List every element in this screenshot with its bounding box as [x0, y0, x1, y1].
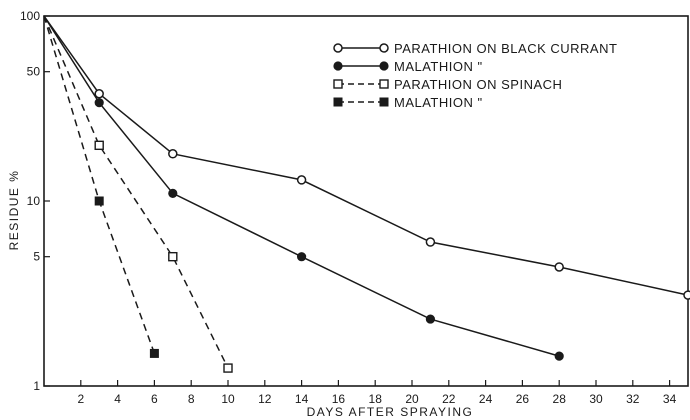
data-point: [425, 237, 436, 247]
x-tick-label: 20: [405, 392, 419, 406]
data-point: [94, 98, 104, 108]
series-line: [43, 15, 560, 357]
data-point: [149, 348, 159, 358]
legend-label: MALATHION ": [394, 95, 483, 110]
x-tick-label: 12: [258, 392, 272, 406]
data-point: [168, 149, 178, 159]
series-line: [43, 15, 229, 369]
legend-marker: [379, 61, 389, 71]
series-line: [43, 15, 156, 354]
data-point: [168, 251, 178, 262]
data-point: [94, 140, 104, 151]
y-tick-label: 5: [33, 250, 40, 264]
x-tick-label: 4: [114, 392, 121, 406]
plot-frame: [43, 15, 689, 387]
legend-marker: [379, 43, 389, 53]
data-point: [425, 314, 435, 324]
legend-marker: [379, 97, 389, 107]
y-tick-label: 100: [20, 9, 40, 23]
x-tick-label: 8: [188, 392, 195, 406]
x-tick-label: 24: [479, 392, 493, 406]
x-axis-label: DAYS AFTER SPRAYING: [307, 405, 474, 419]
data-point: [554, 351, 564, 361]
plot-border: [43, 15, 689, 387]
x-tick-label: 30: [589, 392, 603, 406]
x-tick-label: 10: [221, 392, 235, 406]
x-tick-label: 14: [295, 392, 309, 406]
x-tick-label: 18: [369, 392, 383, 406]
x-tick-label: 22: [442, 392, 456, 406]
y-tick-label: 1: [33, 379, 40, 393]
legend-label: PARATHION ON SPINACH: [394, 77, 562, 92]
legend-label: PARATHION ON BLACK CURRANT: [394, 41, 617, 56]
legend-marker: [333, 43, 343, 53]
x-tick-label: 28: [553, 392, 567, 406]
y-tick-label: 50: [27, 65, 41, 79]
series-line: [43, 15, 689, 296]
y-axis-label: RESIDUE %: [7, 170, 21, 251]
legend-marker: [333, 97, 343, 107]
data-point: [296, 175, 307, 185]
legend-marker: [333, 79, 343, 89]
data-point: [554, 262, 564, 272]
data-point: [683, 290, 690, 300]
y-axis-ticks: 1 5 10 50 100: [20, 9, 50, 393]
x-tick-label: 32: [626, 392, 640, 406]
x-axis-ticks: 2 4 6 8 10 12 14 16 18 20 22 24 26 28 30 32 34: [77, 380, 677, 406]
x-tick-label: 16: [332, 392, 346, 406]
legend-marker: [333, 61, 343, 71]
series-layer: [43, 15, 690, 373]
series-4: [43, 15, 159, 358]
legend-marker: [379, 79, 389, 89]
series-2: [43, 15, 564, 361]
x-tick-label: 34: [663, 392, 677, 406]
data-point: [94, 88, 104, 99]
series-3: [43, 15, 233, 373]
legend-label: MALATHION ": [394, 59, 483, 74]
x-tick-label: 6: [151, 392, 158, 406]
x-tick-label: 26: [516, 392, 530, 406]
series-1: [43, 15, 690, 300]
data-point: [168, 188, 178, 198]
x-tick-label: 2: [77, 392, 84, 406]
legend: PARATHION ON BLACK CURRANT MALATHION " PAR…: [333, 41, 617, 110]
y-tick-label: 10: [27, 194, 41, 208]
data-point: [297, 252, 307, 262]
data-point: [223, 363, 233, 373]
data-point: [94, 196, 104, 206]
